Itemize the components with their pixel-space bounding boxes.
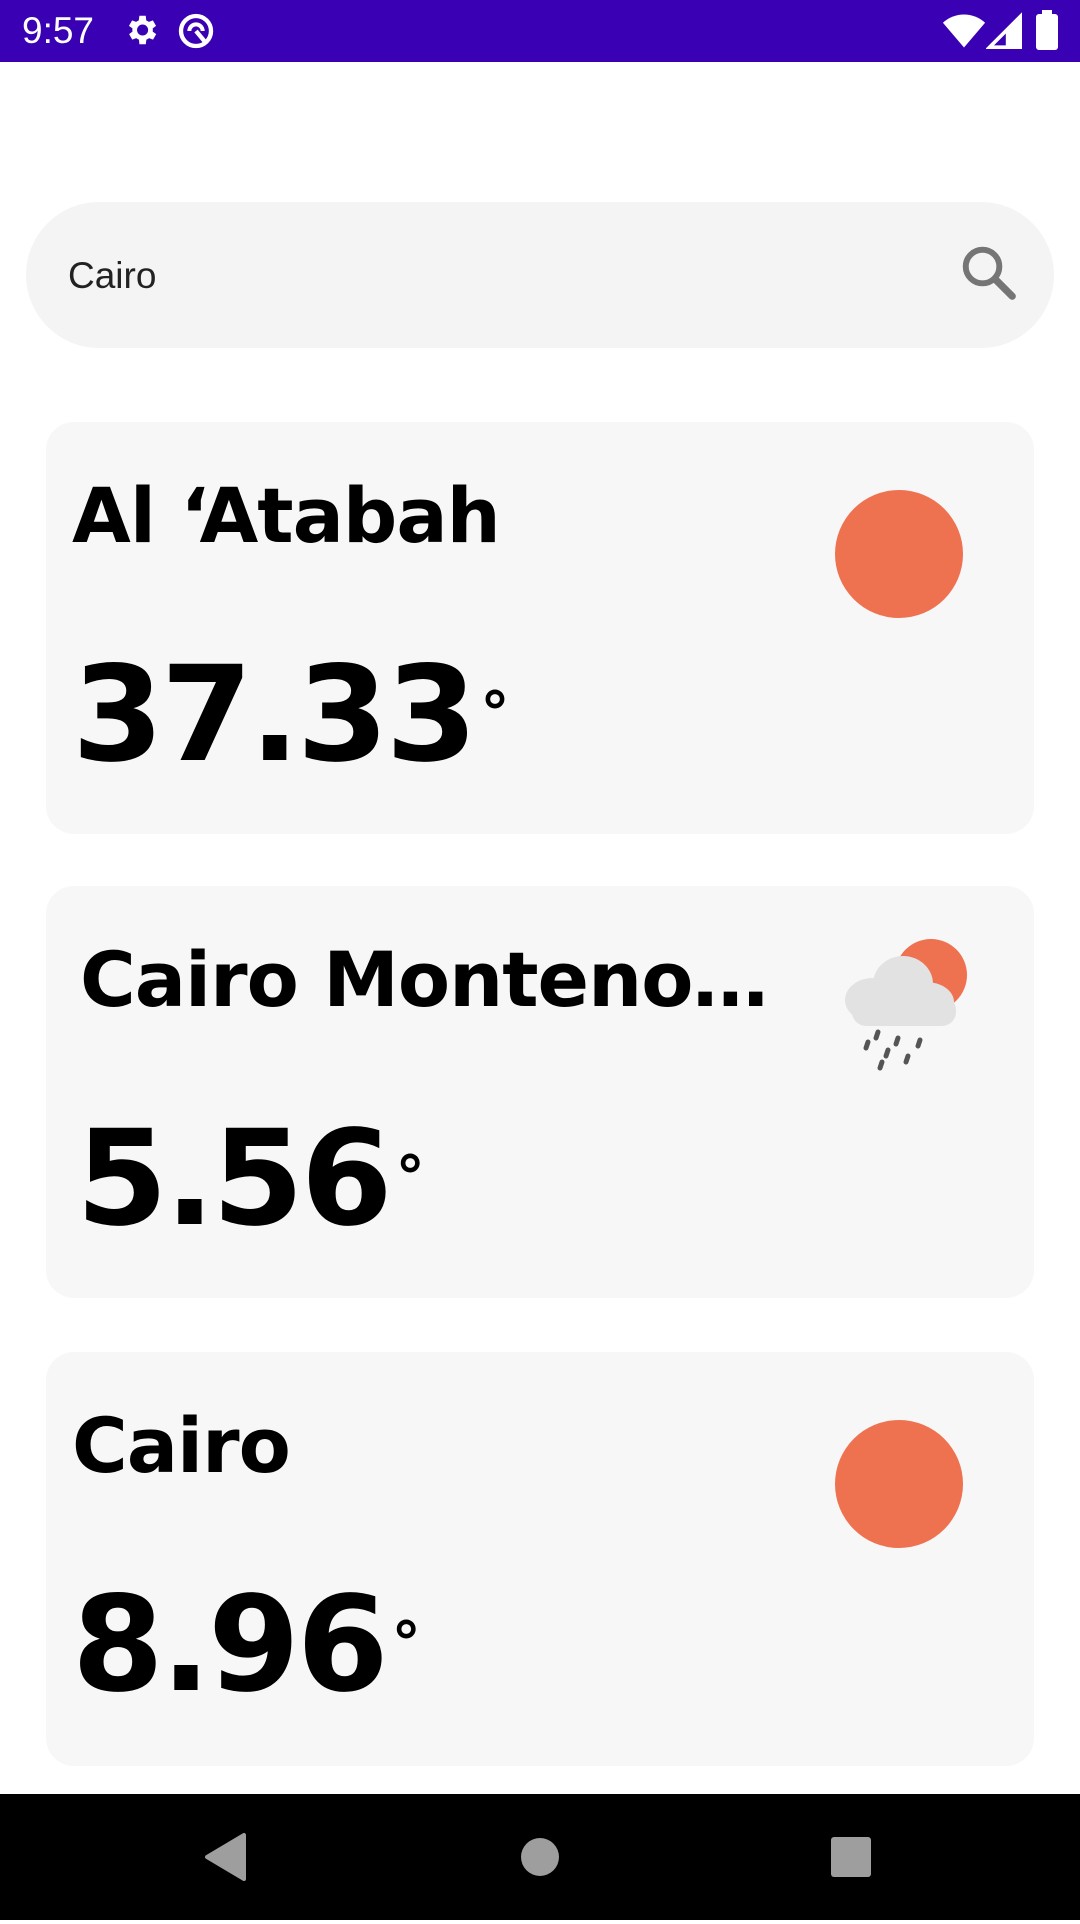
battery-icon [1036,10,1058,54]
rain-cloud-sun-icon [830,938,980,1088]
weather-card[interactable]: Al ‘Atabah 37.33 ° [46,422,1034,834]
gear-icon [122,11,160,53]
degree-symbol: ° [395,1143,425,1211]
sync-icon [176,11,216,55]
temperature-value: 8.96 ° [72,1568,421,1722]
back-button[interactable] [166,1794,286,1920]
wifi-icon [942,12,986,54]
home-icon [521,1838,559,1876]
weather-card[interactable]: Cairo 8.96 ° [46,1352,1034,1766]
sun-icon [826,488,976,638]
search-icon [958,242,1020,308]
search-input[interactable] [68,248,868,304]
search-button[interactable] [946,232,1032,318]
temperature-value: 37.33 ° [72,638,510,792]
temperature-value: 5.56 ° [76,1102,425,1256]
sun-icon [826,1418,976,1568]
city-name: Cairo Montenot... [80,935,800,1024]
degree-symbol: ° [391,1609,421,1677]
degree-symbol: ° [480,679,510,747]
city-name: Al ‘Atabah [72,471,501,560]
city-name: Cairo [72,1401,291,1490]
recents-button[interactable] [790,1794,910,1920]
recents-icon [831,1837,871,1877]
navigation-bar [0,1794,1080,1920]
home-button[interactable] [480,1794,600,1920]
status-bar: 9:57 [0,0,1080,62]
back-icon [205,1833,246,1881]
search-bar [26,202,1054,348]
weather-card[interactable]: Cairo Montenot... 5.56 ° [46,886,1034,1298]
status-time: 9:57 [22,10,95,51]
signal-icon [985,12,1022,54]
